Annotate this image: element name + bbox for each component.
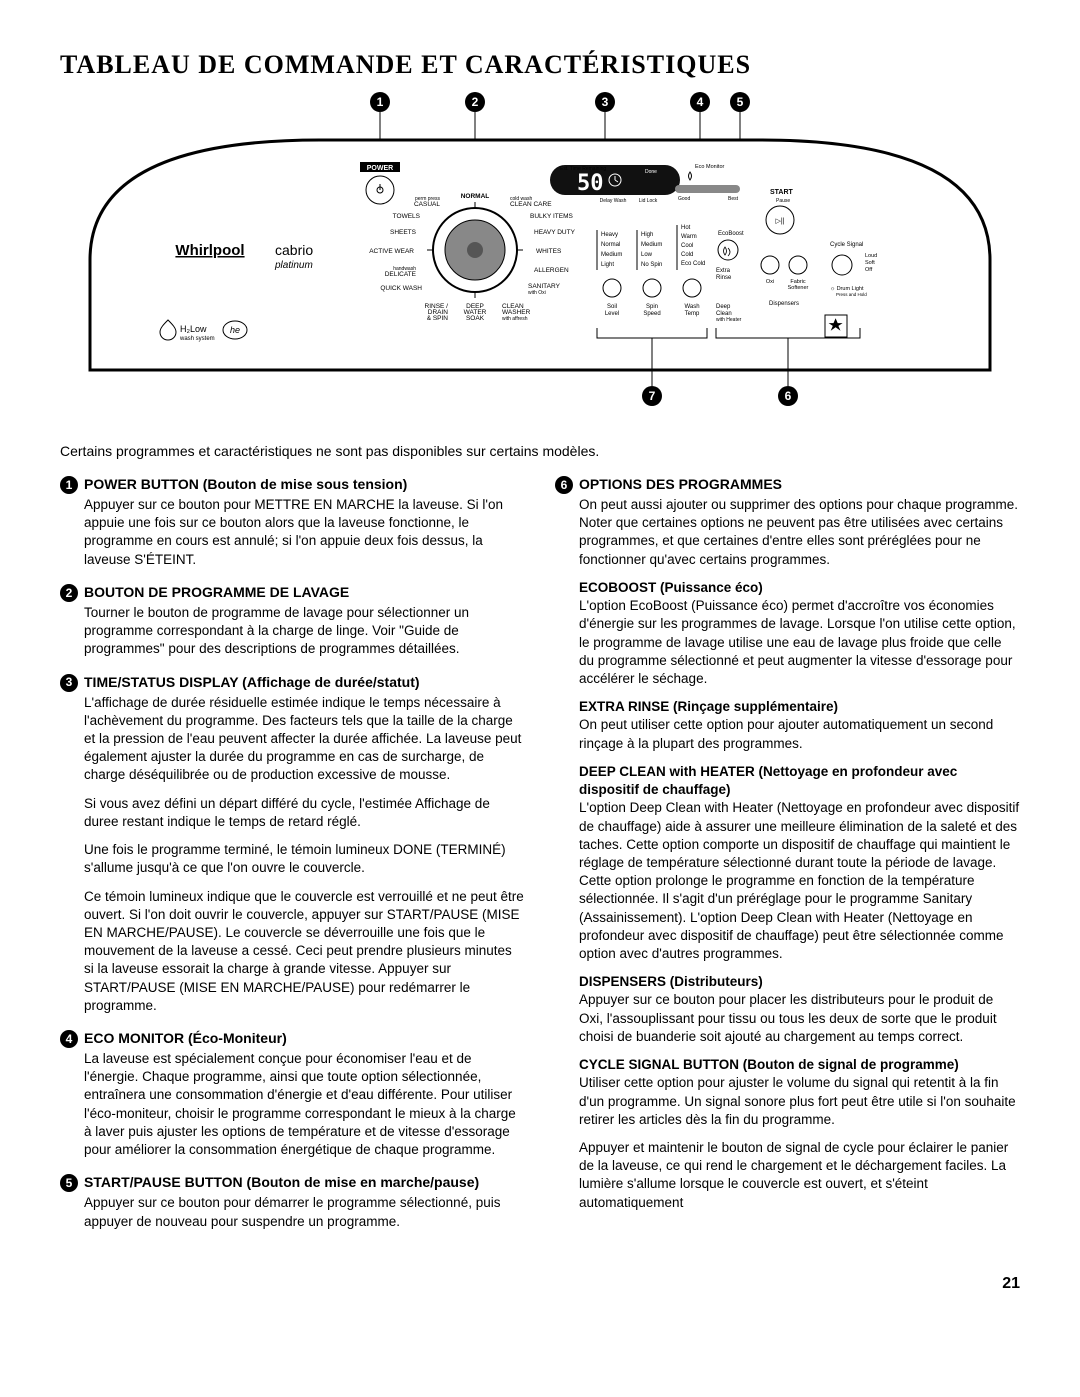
feature-subhead: DEEP CLEAN with HEATER (Nettoyage en pro…	[579, 763, 1020, 799]
svg-text:Cool: Cool	[681, 243, 693, 249]
svg-text:Done: Done	[645, 169, 657, 175]
feature-number: 5	[60, 1174, 78, 1192]
feature-paragraph: Si vous avez défini un départ différé du…	[84, 795, 525, 831]
svg-text:Best: Best	[728, 196, 739, 202]
feature-paragraph: Appuyer sur ce bouton pour METTRE EN MAR…	[84, 496, 525, 569]
page-title: TABLEAU DE COMMANDE ET CARACTÉRISTIQUES	[60, 50, 1020, 80]
svg-text:3: 3	[602, 95, 609, 109]
feature-title: START/PAUSE BUTTON (Bouton de mise en ma…	[84, 1173, 479, 1192]
feature-subhead: ECOBOOST (Puissance éco)	[579, 579, 1020, 597]
feature-item: 3 TIME/STATUS DISPLAY (Affichage de durée…	[60, 673, 525, 1016]
feature-title: ECO MONITOR (Éco-Moniteur)	[84, 1029, 287, 1048]
feature-paragraph: Appuyer et maintenir le bouton de signal…	[579, 1139, 1020, 1212]
feature-title: BOUTON DE PROGRAMME DE LAVAGE	[84, 583, 349, 602]
svg-text:HEAVY DUTY: HEAVY DUTY	[534, 229, 576, 236]
svg-text:wash system: wash system	[179, 336, 215, 342]
svg-text:SHEETS: SHEETS	[390, 229, 417, 236]
svg-text:5: 5	[737, 95, 744, 109]
svg-text:Eco Cold: Eco Cold	[681, 261, 705, 267]
feature-paragraph: On peut aussi ajouter ou supprimer des o…	[579, 496, 1020, 569]
feature-paragraph: L'option EcoBoost (Puissance éco) permet…	[579, 597, 1020, 688]
feature-number: 2	[60, 584, 78, 602]
feature-item: 1 POWER BUTTON (Bouton de mise sous tensi…	[60, 475, 525, 569]
feature-item: 4 ECO MONITOR (Éco-Moniteur) La laveuse es…	[60, 1029, 525, 1159]
svg-text:NORMAL: NORMAL	[461, 193, 490, 200]
control-panel-diagram: 1 2 3 4 5 Whirlpool cabrio platinum H₂Lo…	[60, 90, 1020, 410]
svg-text:Dispensers: Dispensers	[769, 301, 799, 307]
svg-text:Low: Low	[641, 252, 653, 258]
svg-text:7: 7	[649, 389, 656, 403]
feature-title: POWER BUTTON (Bouton de mise sous tensio…	[84, 475, 407, 494]
svg-text:▷||: ▷||	[775, 218, 784, 225]
intro-text: Certains programmes et caractéristiques …	[60, 443, 1020, 459]
feature-item: 2 BOUTON DE PROGRAMME DE LAVAGE Tourner le…	[60, 583, 525, 659]
feature-subhead: CYCLE SIGNAL BUTTON (Bouton de signal de…	[579, 1056, 1020, 1074]
svg-text:Oxi: Oxi	[766, 279, 774, 285]
svg-text:High: High	[641, 232, 653, 238]
svg-text:2: 2	[472, 95, 479, 109]
svg-text:Heavy: Heavy	[601, 232, 618, 238]
svg-text:DEEPWATERSOAK: DEEPWATERSOAK	[464, 303, 487, 322]
feature-paragraph: L'affichage de durée résiduelle estimée …	[84, 694, 525, 785]
svg-text:Good: Good	[678, 196, 690, 202]
feature-paragraph: La laveuse est spécialement conçue pour …	[84, 1050, 525, 1159]
svg-text:FabricSoftener: FabricSoftener	[788, 279, 809, 291]
feature-subhead: DISPENSERS (Distributeurs)	[579, 973, 1020, 991]
svg-text:Pause: Pause	[776, 198, 790, 204]
svg-text:perm pressCASUAL: perm pressCASUAL	[414, 196, 441, 208]
svg-text:START: START	[770, 189, 794, 196]
feature-number: 6	[555, 476, 573, 494]
svg-text:Warm: Warm	[681, 234, 697, 240]
svg-text:Press and Hold: Press and Hold	[836, 292, 867, 297]
svg-text:H₂Low: H₂Low	[180, 324, 207, 334]
svg-text:6: 6	[785, 389, 792, 403]
feature-paragraph: On peut utiliser cette option pour ajout…	[579, 716, 1020, 752]
svg-text:Cycle Signal: Cycle Signal	[830, 242, 863, 248]
feature-paragraph: Appuyer sur ce bouton pour placer les di…	[579, 991, 1020, 1046]
svg-text:Eco Monitor: Eco Monitor	[695, 164, 725, 170]
svg-text:EcoBoost: EcoBoost	[718, 231, 744, 237]
feature-title: OPTIONS DES PROGRAMMES	[579, 475, 782, 494]
page-number: 21	[60, 1275, 1020, 1293]
svg-text:WashTemp: WashTemp	[684, 304, 700, 317]
svg-text:he: he	[230, 325, 240, 335]
svg-text:ACTIVE WEAR: ACTIVE WEAR	[369, 248, 414, 255]
svg-text:Cold: Cold	[681, 252, 693, 258]
svg-text:Lid Lock: Lid Lock	[639, 198, 658, 204]
svg-text:Whirlpool: Whirlpool	[175, 242, 244, 259]
svg-text:4: 4	[697, 95, 704, 109]
feature-title: TIME/STATUS DISPLAY (Affichage de durée/…	[84, 673, 420, 692]
svg-text:RINSE /DRAIN& SPIN: RINSE /DRAIN& SPIN	[425, 303, 449, 322]
feature-item: 5 START/PAUSE BUTTON (Bouton de mise en m…	[60, 1173, 525, 1230]
feature-number: 4	[60, 1030, 78, 1048]
feature-subhead: EXTRA RINSE (Rinçage supplémentaire)	[579, 698, 1020, 716]
svg-text:ExtraRinse: ExtraRinse	[716, 268, 732, 281]
svg-text:Delay Wash: Delay Wash	[600, 198, 627, 204]
svg-text:ALLERGEN: ALLERGEN	[534, 267, 569, 274]
feature-paragraph: Utiliser cette option pour ajuster le vo…	[579, 1074, 1020, 1129]
svg-text:Medium: Medium	[601, 252, 622, 258]
svg-text:No Spin: No Spin	[641, 262, 662, 268]
svg-text:QUICK WASH: QUICK WASH	[380, 285, 422, 292]
svg-text:POWER: POWER	[367, 165, 393, 172]
svg-text:Medium: Medium	[641, 242, 662, 248]
svg-text:Hot: Hot	[681, 225, 691, 231]
feature-paragraph: Appuyer sur ce bouton pour démarrer le p…	[84, 1194, 525, 1230]
svg-text:platinum: platinum	[274, 260, 313, 271]
feature-paragraph: Ce témoin lumineux indique que le couver…	[84, 888, 525, 1016]
svg-text:TOWELS: TOWELS	[393, 213, 421, 220]
svg-text:BULKY ITEMS: BULKY ITEMS	[530, 213, 574, 220]
svg-text:1: 1	[377, 95, 384, 109]
svg-text:Normal: Normal	[601, 242, 620, 248]
feature-paragraph: L'option Deep Clean with Heater (Nettoya…	[579, 799, 1020, 963]
svg-text:cabrio: cabrio	[275, 242, 313, 258]
feature-number: 3	[60, 674, 78, 692]
feature-item: 6 OPTIONS DES PROGRAMMES On peut aussi ajo…	[555, 475, 1020, 1212]
svg-text:WHITES: WHITES	[536, 248, 562, 255]
feature-paragraph: Une fois le programme terminé, le témoin…	[84, 841, 525, 877]
svg-text:50: 50	[577, 171, 604, 196]
feature-number: 1	[60, 476, 78, 494]
feature-paragraph: Tourner le bouton de programme de lavage…	[84, 604, 525, 659]
svg-text:Light: Light	[601, 262, 614, 268]
